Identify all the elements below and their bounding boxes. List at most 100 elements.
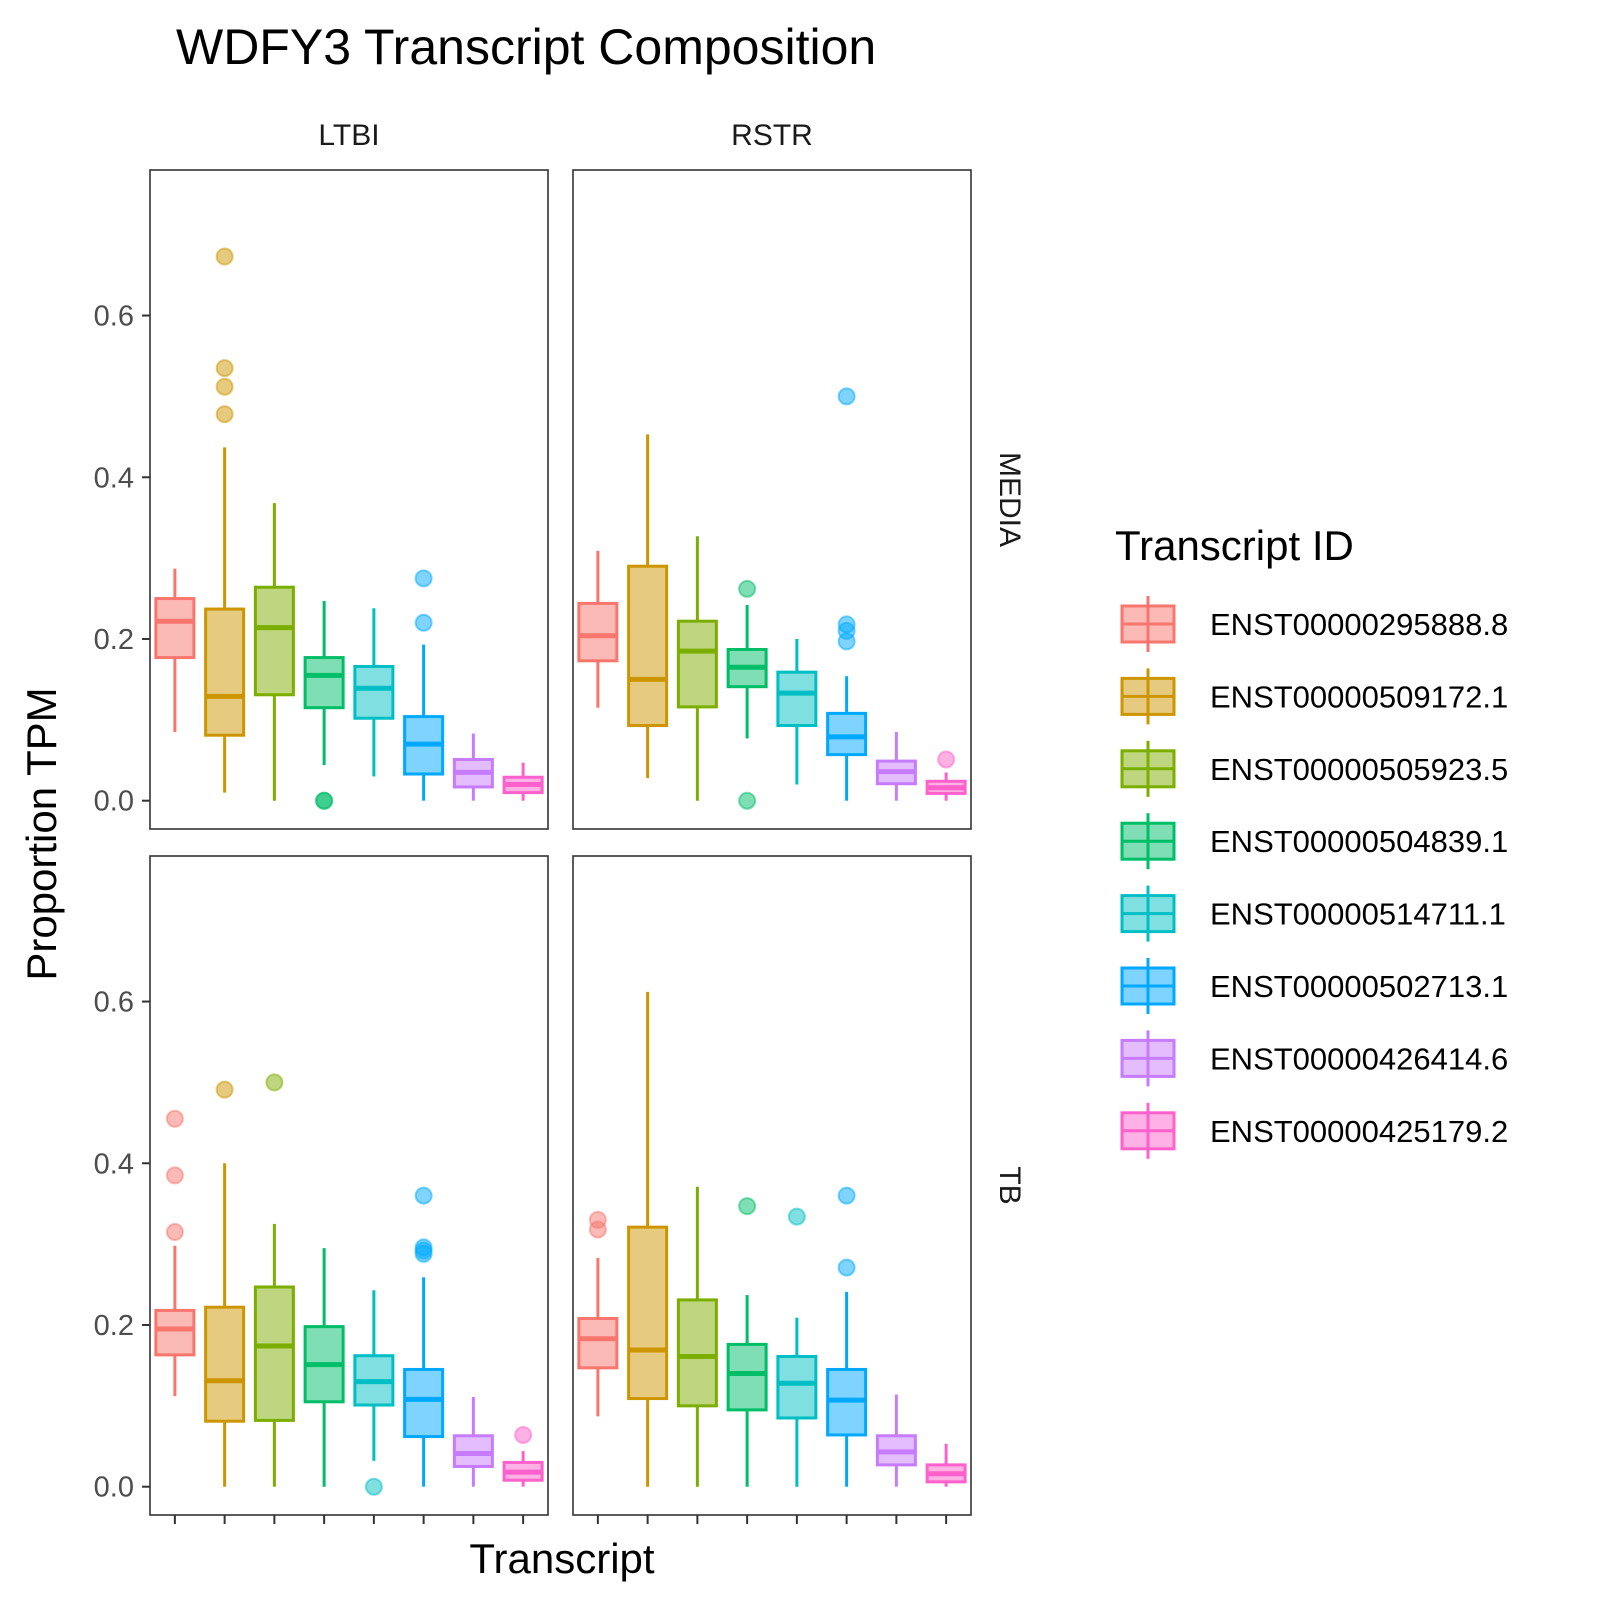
legend-item: ENST00000295888.8 (1120, 596, 1508, 652)
box-group (403, 1186, 445, 1487)
y-tick-label: 0.0 (94, 786, 134, 818)
legend-label: ENST00000504839.1 (1210, 824, 1508, 859)
box-group (726, 579, 768, 810)
box (726, 1342, 768, 1412)
outlier-point (215, 405, 234, 424)
box-group (303, 1248, 345, 1487)
box (627, 1225, 669, 1401)
outlier-point (514, 1425, 533, 1444)
outlier-point (837, 1186, 856, 1205)
outlier-point (738, 791, 757, 810)
panel-ltbi-tb (149, 855, 549, 1516)
box-group (303, 600, 345, 810)
outlier-point (165, 1222, 184, 1241)
outlier-point (837, 632, 856, 651)
box-group (676, 1186, 718, 1487)
outlier-point (315, 791, 334, 810)
box-group (826, 387, 868, 801)
y-tick-label: 0.2 (94, 624, 134, 656)
box-group (577, 550, 619, 708)
outlier-point (738, 1197, 757, 1216)
outlier-point (837, 387, 856, 406)
outlier-point (165, 1166, 184, 1185)
box (676, 1298, 718, 1408)
legend-item: ENST00000509172.1 (1120, 668, 1508, 725)
outlier-point (215, 1080, 234, 1099)
axes: LTBI RSTR MEDIA TB 0.0 0.2 0.4 0.6 0.0 0.2 0.4 0.6 (94, 119, 1026, 1524)
legend-label: ENST00000426414.6 (1210, 1041, 1508, 1076)
box-group (925, 1443, 967, 1487)
facet-strip-label: TB (993, 1166, 1026, 1204)
box-group (253, 503, 295, 801)
box-group (452, 1396, 494, 1487)
panel-border (572, 169, 972, 830)
legend-item: ENST00000504839.1 (1120, 813, 1508, 870)
y-tick-label: 0.4 (94, 462, 134, 494)
y-tick-label: 0.6 (94, 301, 134, 333)
box-group (676, 536, 718, 801)
outlier-point (414, 1186, 433, 1205)
legend-item: ENST00000425179.2 (1120, 1102, 1508, 1159)
box (577, 1317, 619, 1370)
y-tick-label: 0.2 (94, 1310, 134, 1342)
outlier-point (215, 359, 234, 378)
box-group (154, 568, 196, 732)
y-tick-label: 0.6 (94, 987, 134, 1019)
box-group (204, 247, 246, 793)
legend-title: Transcript ID (1115, 522, 1354, 569)
box-group (826, 1186, 868, 1487)
facet-strip-label: MEDIA (993, 452, 1026, 547)
legend-label: ENST00000425179.2 (1210, 1114, 1508, 1149)
box (253, 585, 295, 697)
box (776, 670, 818, 728)
box-group (353, 1290, 395, 1496)
panel-border (572, 855, 972, 1516)
legend-item: ENST00000505923.5 (1120, 740, 1508, 797)
box (204, 607, 246, 737)
box (353, 664, 395, 720)
box (627, 564, 669, 728)
legend-label: ENST00000514711.1 (1210, 897, 1506, 932)
box (154, 1308, 196, 1357)
outlier-point (414, 569, 433, 588)
box-group (154, 1109, 196, 1397)
outlier-point (738, 579, 757, 598)
legend-item: ENST00000502713.1 (1120, 958, 1508, 1014)
panel-border (149, 855, 549, 1516)
panel-rstr-tb (572, 855, 972, 1516)
box (577, 601, 619, 663)
box-group (776, 1207, 818, 1487)
box (303, 656, 345, 710)
box (154, 597, 196, 660)
facet-strip-label: LTBI (318, 119, 379, 152)
box-group (627, 434, 669, 779)
outlier-point (414, 1244, 433, 1263)
box (253, 1285, 295, 1422)
y-axis-title: Proportion TPM (18, 687, 65, 980)
box (776, 1355, 818, 1420)
legend-item: ENST00000426414.6 (1120, 1030, 1508, 1087)
box-group (353, 608, 395, 777)
legend-label: ENST00000509172.1 (1210, 679, 1508, 714)
outlier-point (364, 1477, 383, 1496)
legend-label: ENST00000502713.1 (1210, 969, 1508, 1004)
box (204, 1305, 246, 1423)
box-group (452, 733, 494, 801)
facet-panels (149, 169, 972, 1516)
box-group (204, 1080, 246, 1487)
box-group (403, 569, 445, 801)
box-group (875, 1394, 917, 1487)
outlier-point (265, 1073, 284, 1092)
box-group (726, 1197, 768, 1487)
box (676, 619, 718, 709)
panel-border (149, 169, 549, 830)
outlier-point (165, 1109, 184, 1128)
legend: Transcript ID ENST00000295888.8 ENST00000… (1115, 522, 1508, 1159)
y-tick-label: 0.0 (94, 1472, 134, 1504)
outlier-point (937, 750, 956, 769)
box-group (776, 638, 818, 785)
outlier-point (837, 1258, 856, 1277)
box-group (577, 1210, 619, 1417)
chart-title: WDFY3 Transcript Composition (176, 19, 876, 75)
